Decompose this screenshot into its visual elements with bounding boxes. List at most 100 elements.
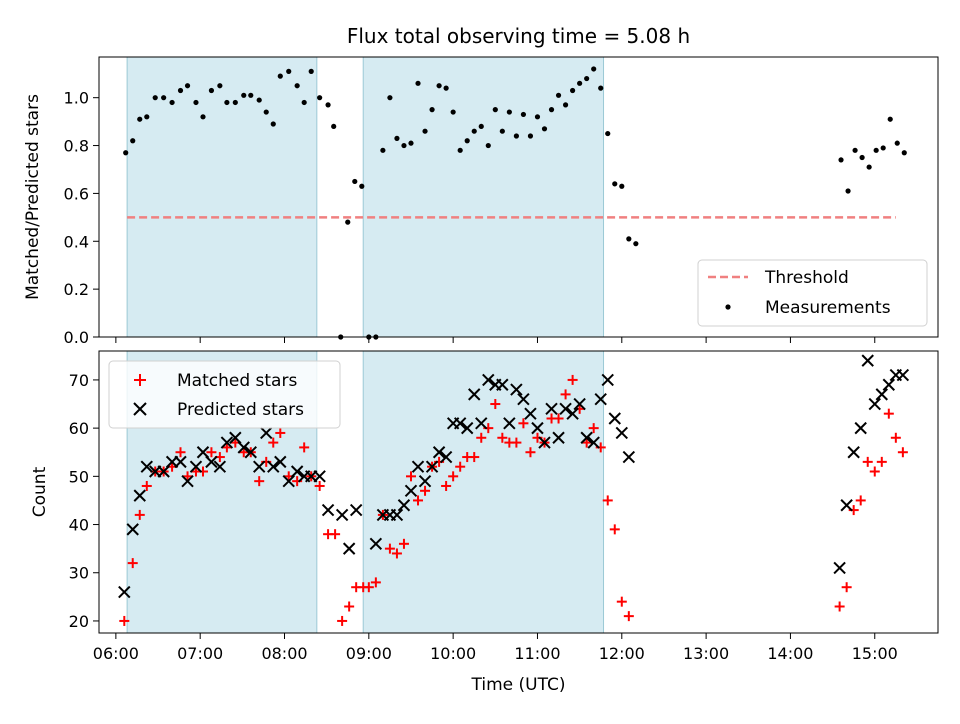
matched-star-point-51 [497, 432, 508, 443]
matched-star-point-29 [344, 601, 355, 612]
measurement-point-22 [294, 83, 300, 89]
predicted-star-point-51 [517, 392, 530, 406]
measurement-point-65 [598, 85, 604, 91]
matched-star-point-45 [455, 461, 466, 472]
matched-star-point-63 [581, 437, 592, 448]
predicted-star-point-1 [126, 523, 139, 536]
top-plot-frame [98, 56, 939, 338]
predicted-star-point-28 [342, 542, 356, 555]
matched-star-point-47 [469, 452, 480, 463]
figure-title: Flux total observing time = 5.08 h [347, 24, 690, 48]
predicted-star-point-65 [615, 426, 629, 440]
predicted-star-point-3 [140, 460, 153, 473]
bottom-panel: 20 30 40 50 60 70 06:00 07:00 08:00 09:00 10:00 11… [30, 350, 939, 695]
measurement-point-10 [200, 114, 206, 120]
measurement-point-67 [612, 181, 618, 187]
measurement-point-75 [866, 164, 872, 170]
predicted-star-point-58 [566, 407, 579, 420]
predicted-star-point-45 [475, 417, 488, 430]
measurement-point-11 [208, 87, 215, 94]
measurement-point-17 [256, 97, 262, 103]
matched-star-point-69 [623, 611, 634, 622]
predicted-star-point-20 [274, 455, 287, 469]
top-x-ticks [115, 337, 876, 343]
predicted-star-point-40 [439, 450, 453, 464]
matched-star-point-28 [337, 615, 348, 626]
top-y-axis: 0.0 0.2 0.4 0.6 0.8 1.0 [64, 89, 99, 347]
matched-star-point-61 [567, 374, 578, 385]
matched-star-point-8 [182, 471, 193, 482]
predicted-star-point-17 [253, 460, 266, 473]
predicted-star-point-30 [369, 537, 383, 551]
predicted-star-point-61 [587, 436, 600, 449]
predicted-star-point-27 [335, 508, 349, 522]
predicted-star-point-54 [538, 436, 551, 449]
measurement-point-63 [584, 75, 590, 82]
measurement-point-12 [217, 83, 223, 89]
measurement-point-2 [137, 116, 143, 122]
x-axis-label: Time (UTC) [471, 675, 566, 695]
measurement-point-21 [286, 68, 292, 74]
measurement-point-5 [161, 95, 167, 101]
x-tick-label-7: 13:00 [683, 644, 729, 663]
measurement-point-25 [317, 95, 323, 101]
predicted-star-point-46 [482, 373, 495, 387]
legend-measurements-swatch [725, 304, 731, 310]
predicted-star-point-33 [390, 508, 404, 522]
top-legend-box [697, 259, 928, 327]
matched-star-point-33 [370, 577, 381, 588]
predicted-star-point-49 [503, 417, 516, 430]
bottom-y-tick-label-4: 60 [69, 419, 89, 438]
predicted-star-point-76 [896, 368, 910, 382]
top-y-tick-label-0: 0.0 [64, 328, 89, 347]
predicted-star-point-71 [861, 354, 874, 367]
matched-star-point-1 [127, 558, 138, 569]
matched-star-point-3 [141, 480, 152, 491]
matched-star-point-50 [490, 399, 501, 410]
measurement-point-24 [308, 68, 314, 74]
matched-star-point-54 [518, 418, 529, 429]
matched-star-point-37 [398, 538, 409, 549]
matched-star-point-64 [588, 423, 599, 434]
measurement-point-35 [387, 95, 393, 101]
matched-star-point-35 [384, 543, 395, 554]
predicted-star-point-0 [118, 585, 131, 599]
measurement-point-7 [177, 87, 184, 94]
matched-star-point-36 [391, 548, 402, 559]
x-tick-label-3: 09:00 [346, 644, 392, 663]
matched-star-point-32 [363, 582, 374, 593]
x-tick-label-1: 07:00 [177, 644, 223, 663]
measurement-point-47 [471, 128, 477, 134]
measurement-point-18 [263, 109, 269, 115]
measurement-point-16 [248, 92, 254, 98]
top-y-tick-label-4: 0.8 [64, 137, 89, 156]
measurement-point-64 [591, 66, 597, 72]
legend-matched-label: Matched stars [177, 371, 297, 391]
measurement-point-59 [555, 92, 562, 98]
measurement-point-29 [345, 219, 351, 225]
matched-star-point-77 [883, 408, 894, 419]
top-legend: Threshold Measurements [697, 259, 928, 327]
x-tick-label-6: 12:00 [599, 644, 645, 663]
matched-star-point-43 [441, 480, 452, 491]
predicted-star-point-48 [496, 378, 509, 391]
measurement-point-49 [485, 142, 491, 149]
bottom-shade-1 [362, 350, 605, 634]
measurement-point-36 [394, 135, 400, 141]
measurement-point-70 [633, 241, 639, 247]
predicted-star-point-29 [349, 503, 363, 517]
measurement-point-44 [450, 109, 456, 115]
predicted-star-point-19 [267, 460, 280, 473]
measurement-point-80 [901, 150, 907, 156]
measurement-point-74 [859, 154, 865, 161]
measurement-point-72 [845, 188, 851, 194]
measurement-point-53 [513, 133, 519, 139]
predicted-star-point-22 [290, 465, 304, 478]
predicted-star-point-43 [460, 421, 474, 435]
measurement-point-52 [506, 109, 512, 115]
matched-star-point-78 [890, 432, 901, 443]
predicted-star-point-26 [321, 503, 335, 517]
predicted-star-point-62 [594, 392, 607, 406]
matched-star-point-25 [314, 480, 325, 491]
predicted-star-point-8 [181, 474, 194, 488]
